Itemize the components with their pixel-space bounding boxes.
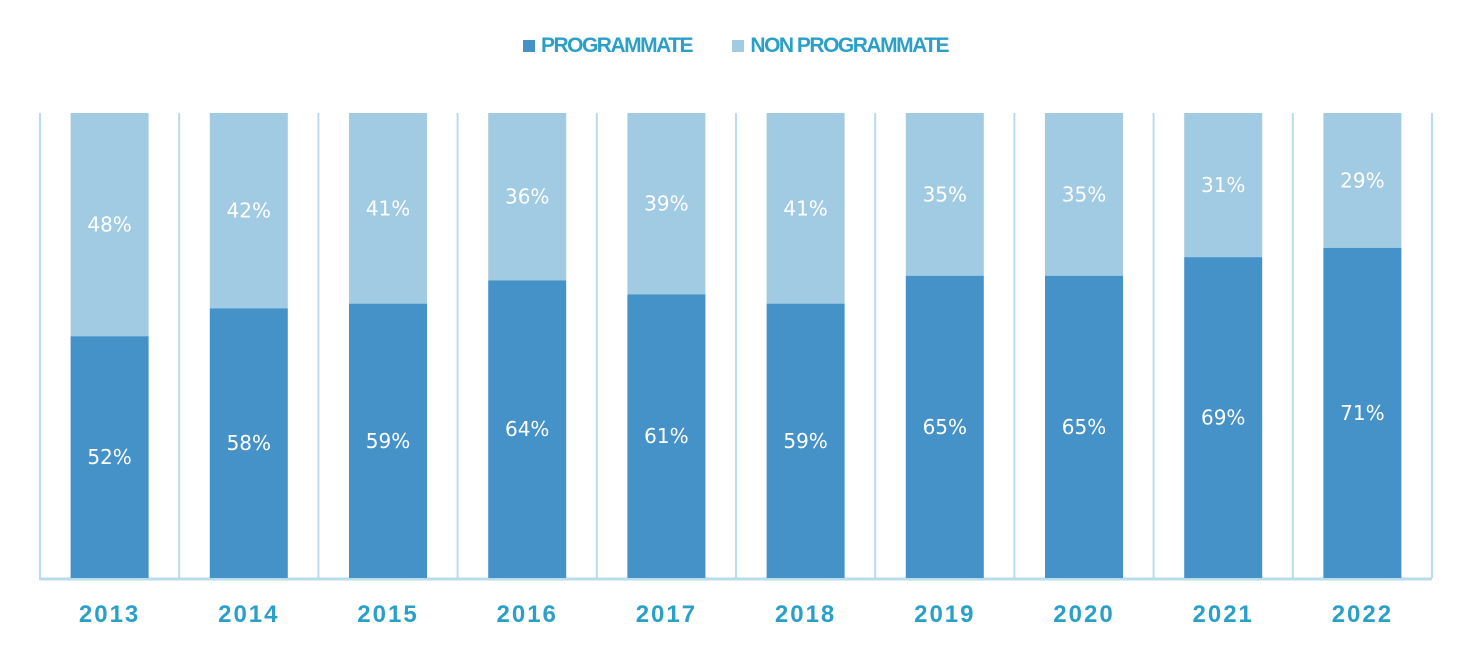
data-label-non-programmate-2014: 42% (227, 199, 271, 223)
data-label-programmate-2021: 69% (1201, 406, 1245, 430)
bar-non-programmate-2018 (766, 113, 845, 304)
bar-non-programmate-2016 (488, 113, 567, 281)
bar-non-programmate-2021 (1184, 113, 1263, 258)
x-tick-label-2020: 2020 (1053, 601, 1114, 628)
data-label-non-programmate-2017: 39% (644, 192, 688, 216)
legend-label-programmate: PROGRAMMATE (540, 34, 694, 57)
x-tick-label-2013: 2013 (79, 601, 140, 628)
bar-programmate-2016 (488, 280, 567, 578)
bar-non-programmate-2020 (1045, 113, 1123, 276)
chart-legend: PROGRAMMATE NON PROGRAMMATE (0, 34, 1471, 58)
bar-programmate-2013 (70, 336, 149, 578)
bar-programmate-2020 (1045, 275, 1123, 578)
data-label-programmate-2022: 71% (1340, 401, 1384, 425)
x-tick-label-2021: 2021 (1193, 601, 1254, 628)
data-label-programmate-2018: 59% (783, 429, 827, 453)
x-tick-label-2014: 2014 (218, 601, 279, 628)
legend-label-non-programmate: NON PROGRAMMATE (750, 34, 949, 57)
data-label-programmate-2014: 58% (227, 431, 271, 455)
data-label-programmate-2015: 59% (366, 429, 410, 453)
x-tick-label-2018: 2018 (775, 601, 836, 628)
data-label-non-programmate-2019: 35% (923, 182, 967, 206)
bar-non-programmate-2022 (1323, 113, 1402, 248)
bar-non-programmate-2015 (349, 113, 427, 304)
x-tick-label-2022: 2022 (1332, 601, 1393, 628)
x-tick-label-2016: 2016 (497, 601, 558, 628)
bar-programmate-2018 (766, 303, 845, 578)
data-label-non-programmate-2020: 35% (1062, 182, 1106, 206)
legend-swatch-programmate (522, 40, 535, 52)
x-tick-label-2015: 2015 (357, 601, 418, 628)
x-tick-label-2019: 2019 (914, 601, 975, 628)
data-label-programmate-2016: 64% (505, 417, 549, 441)
data-label-non-programmate-2021: 31% (1201, 173, 1245, 197)
bar-non-programmate-2017 (627, 113, 706, 295)
bar-programmate-2017 (627, 294, 706, 578)
data-label-programmate-2013: 52% (87, 445, 131, 469)
data-label-programmate-2019: 65% (923, 415, 967, 439)
bar-non-programmate-2014 (209, 113, 288, 309)
data-label-non-programmate-2022: 29% (1340, 168, 1384, 192)
bar-programmate-2014 (209, 308, 288, 578)
data-label-programmate-2017: 61% (644, 424, 688, 448)
data-label-non-programmate-2016: 36% (505, 185, 549, 209)
legend-item-non-programmate: NON PROGRAMMATE (732, 34, 950, 58)
legend-item-programmate: PROGRAMMATE (522, 34, 694, 58)
data-label-programmate-2020: 65% (1062, 415, 1106, 439)
data-label-non-programmate-2018: 41% (783, 196, 827, 220)
data-label-non-programmate-2013: 48% (87, 213, 131, 237)
bar-programmate-2021 (1184, 257, 1263, 578)
legend-swatch-non-programmate (732, 40, 745, 52)
bar-programmate-2022 (1323, 247, 1402, 578)
data-label-non-programmate-2015: 41% (366, 196, 410, 220)
x-tick-label-2017: 2017 (636, 601, 697, 628)
bar-programmate-2015 (349, 303, 427, 578)
bar-non-programmate-2013 (70, 113, 149, 337)
bar-non-programmate-2019 (905, 113, 984, 276)
bar-programmate-2019 (905, 275, 984, 578)
